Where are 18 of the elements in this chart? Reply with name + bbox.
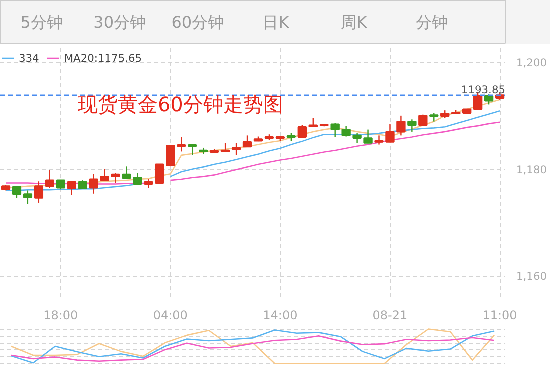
x-tick-label: 04:00 [153,308,188,322]
y-tick-label: 1,160 [516,270,548,284]
text: 分钟 [416,13,448,32]
text: 周K [340,13,368,32]
x-tick-label: 18:00 [44,308,78,322]
text: 日K [262,13,290,32]
x-tick-label: 08-21 [372,308,408,322]
y-tick-label: 1,200 [516,56,548,70]
y-tick-label: 1,180 [516,163,548,176]
text: 30分钟 [94,13,146,32]
ref-line-label: 1193.85 [461,83,506,96]
text: 5分钟 [20,13,63,32]
text: 60分钟 [172,13,224,32]
x-tick-label: 11:00 [482,308,518,322]
legend-label: 334 [19,52,40,64]
legend-label: MA20:1175.65 [64,52,142,64]
text: 现货黄金60分钟走势图 [78,92,284,116]
x-tick-label: 14:00 [263,308,298,322]
